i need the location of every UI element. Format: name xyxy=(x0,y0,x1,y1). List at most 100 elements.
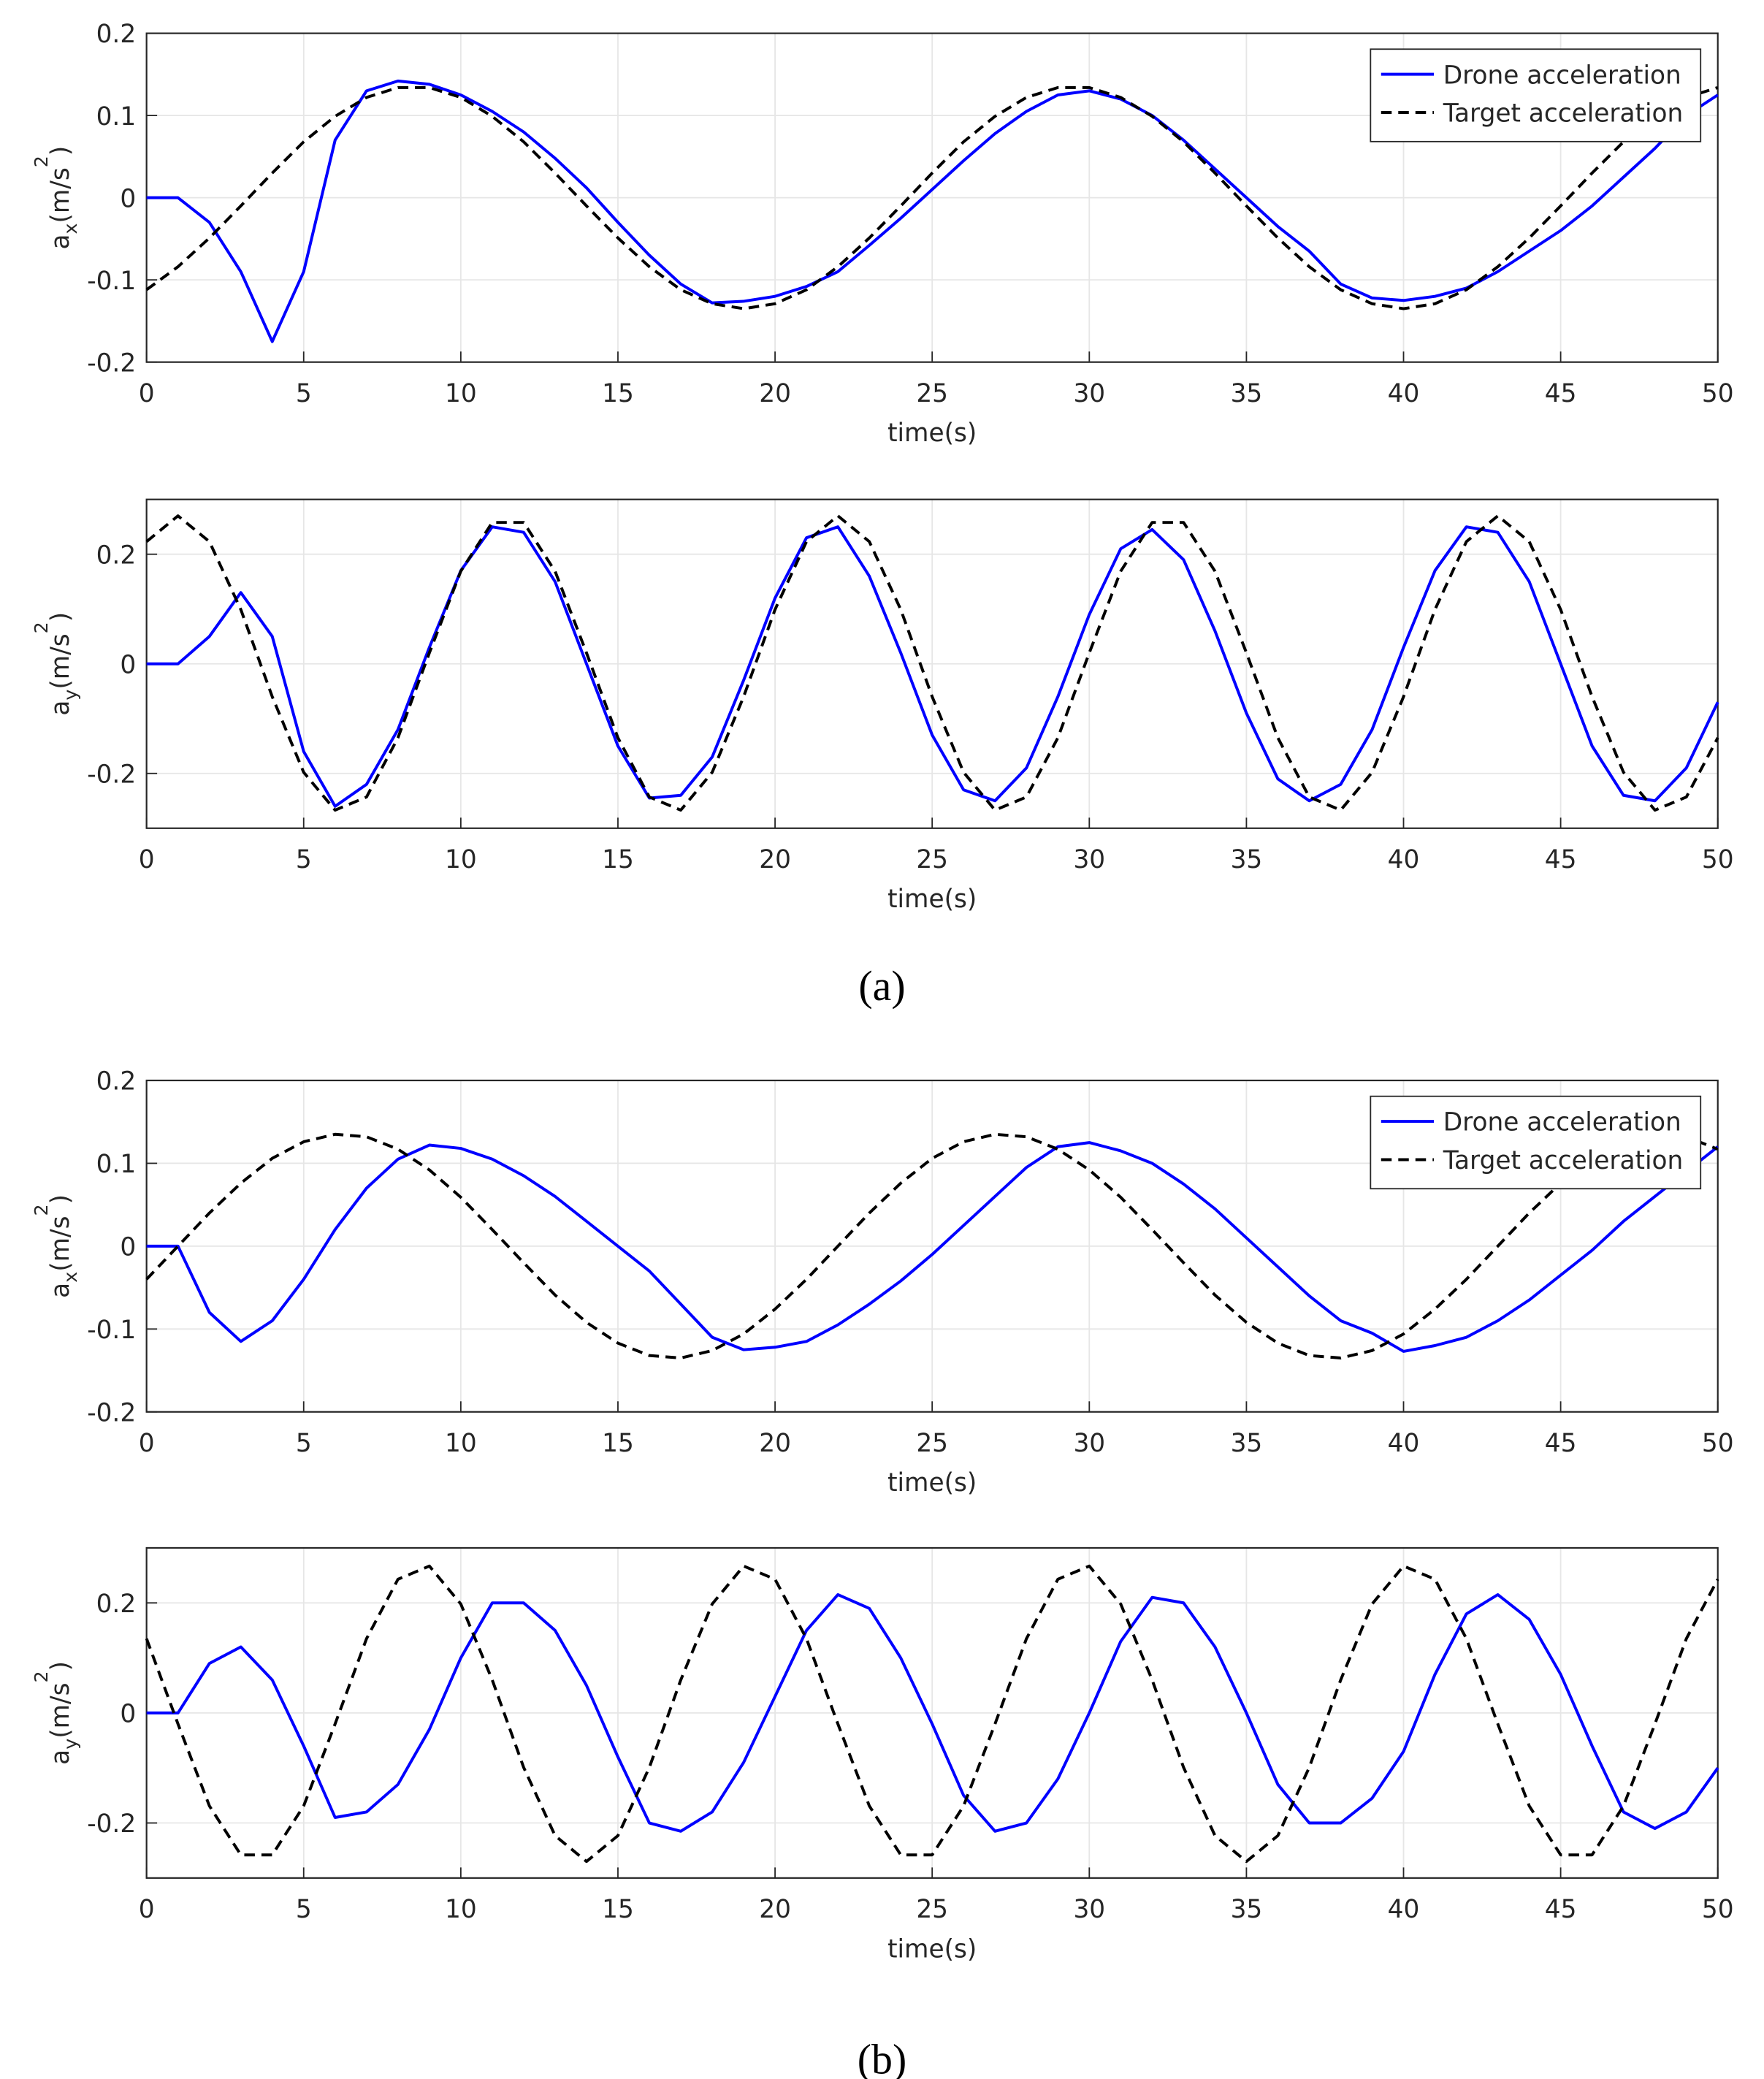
x-tick-label: 30 xyxy=(1073,1429,1105,1458)
y-tick-label: 0.1 xyxy=(96,102,137,131)
data-line xyxy=(145,514,1719,812)
x-axis-label: time(s) xyxy=(887,885,977,914)
x-tick-label: 40 xyxy=(1388,1895,1420,1924)
x-tick-label: 5 xyxy=(296,845,312,874)
y-tick-label: 0 xyxy=(120,650,136,679)
x-tick-label: 45 xyxy=(1545,845,1577,874)
data-line xyxy=(145,85,1719,310)
data-line xyxy=(146,525,1719,808)
x-tick-label: 15 xyxy=(602,379,634,408)
x-tick-label: 0 xyxy=(139,379,155,408)
x-tick-label: 0 xyxy=(139,1429,155,1458)
data-line xyxy=(145,1564,1719,1864)
y-axis-label-part: ) xyxy=(46,1661,75,1671)
legend-label: Drone acceleration xyxy=(1443,1108,1681,1137)
y-axis-label: ax(m/s2) xyxy=(31,1194,81,1298)
data-line xyxy=(146,79,1719,343)
data-line xyxy=(145,1132,1719,1360)
y-axis-label: ay(m/s2) xyxy=(31,1661,81,1765)
x-tick-label: 20 xyxy=(759,1895,791,1924)
caption: (a) xyxy=(858,962,905,1010)
y-axis-label-part: 2 xyxy=(31,156,52,167)
y-axis-label-part: ) xyxy=(46,1194,75,1204)
y-axis-label-part: (m/s xyxy=(46,1682,75,1738)
y-axis-label-part: x xyxy=(60,1272,81,1283)
x-tick-label: 20 xyxy=(759,379,791,408)
y-tick-label: 0 xyxy=(120,1233,136,1262)
x-tick-label: 20 xyxy=(759,845,791,874)
y-tick-label: -0.2 xyxy=(87,1809,136,1839)
y-tick-label: 0.2 xyxy=(96,1067,137,1096)
y-axis-label-part: (m/s xyxy=(46,1216,75,1271)
x-tick-label: 45 xyxy=(1545,1429,1577,1458)
y-axis-label: ax(m/s2) xyxy=(31,146,81,250)
legend-box xyxy=(1370,1095,1702,1190)
y-tick-label: 0.2 xyxy=(96,1590,137,1619)
y-tick-label: -0.1 xyxy=(87,1316,136,1345)
caption: (b) xyxy=(858,2035,906,2079)
x-tick-label: 35 xyxy=(1231,1895,1263,1924)
x-tick-label: 30 xyxy=(1073,1895,1105,1924)
y-axis-label-part: y xyxy=(60,690,81,701)
x-tick-label: 10 xyxy=(445,1429,477,1458)
x-tick-label: 10 xyxy=(445,845,477,874)
y-tick-label: 0.1 xyxy=(96,1150,137,1179)
x-tick-label: 20 xyxy=(759,1429,791,1458)
x-tick-label: 15 xyxy=(602,1895,634,1924)
y-tick-label: 0.2 xyxy=(96,20,137,49)
y-axis-label-part: 2 xyxy=(31,622,52,633)
y-tick-label: -0.2 xyxy=(87,1398,136,1427)
y-axis-label-part: a xyxy=(46,234,75,250)
y-tick-label: -0.1 xyxy=(87,267,136,296)
x-tick-label: 35 xyxy=(1231,379,1263,408)
x-tick-label: 5 xyxy=(296,1429,312,1458)
y-tick-label: -0.2 xyxy=(87,760,136,789)
y-axis-label-part: (m/s xyxy=(46,167,75,223)
x-tick-label: 40 xyxy=(1388,1429,1420,1458)
x-tick-label: 30 xyxy=(1073,379,1105,408)
x-axis-label: time(s) xyxy=(887,419,977,448)
y-axis-label-part: 2 xyxy=(31,1204,52,1216)
x-tick-label: 50 xyxy=(1702,1429,1734,1458)
x-tick-label: 5 xyxy=(296,1895,312,1924)
y-axis-label-part: y xyxy=(60,1739,81,1750)
y-axis-label-part: ) xyxy=(46,146,75,156)
y-tick-label: 0 xyxy=(120,184,136,213)
legend-label: Target acceleration xyxy=(1443,99,1684,129)
x-tick-label: 50 xyxy=(1702,1895,1734,1924)
x-tick-label: 10 xyxy=(445,1895,477,1924)
y-tick-label: 0 xyxy=(120,1700,136,1729)
x-tick-label: 15 xyxy=(602,845,634,874)
x-tick-label: 35 xyxy=(1231,1429,1263,1458)
x-tick-label: 0 xyxy=(139,1895,155,1924)
x-tick-label: 40 xyxy=(1388,845,1420,874)
y-axis-label-part: a xyxy=(46,701,75,716)
x-tick-label: 45 xyxy=(1545,379,1577,408)
data-line xyxy=(146,1592,1719,1833)
x-tick-label: 30 xyxy=(1073,845,1105,874)
y-axis-label-part: a xyxy=(46,1750,75,1765)
y-axis-label-part: a xyxy=(46,1283,75,1298)
legend-label: Target acceleration xyxy=(1443,1146,1684,1175)
x-axis-label: time(s) xyxy=(887,1934,977,1964)
legend-label: Drone acceleration xyxy=(1443,61,1681,90)
y-axis-label-part: ) xyxy=(46,612,75,622)
x-tick-label: 15 xyxy=(602,1429,634,1458)
x-axis-label: time(s) xyxy=(887,1468,977,1498)
x-tick-label: 25 xyxy=(916,379,948,408)
x-tick-label: 25 xyxy=(916,1895,948,1924)
y-tick-label: 0.2 xyxy=(96,541,137,570)
y-axis-label-part: x xyxy=(60,224,81,234)
y-tick-label: -0.2 xyxy=(87,348,136,378)
x-tick-label: 50 xyxy=(1702,379,1734,408)
y-axis-label-part: 2 xyxy=(31,1671,52,1682)
x-tick-label: 25 xyxy=(916,845,948,874)
x-tick-label: 35 xyxy=(1231,845,1263,874)
x-tick-label: 40 xyxy=(1388,379,1420,408)
y-axis-label-part: (m/s xyxy=(46,633,75,689)
x-tick-label: 50 xyxy=(1702,845,1734,874)
legend-box xyxy=(1370,48,1702,142)
x-tick-label: 45 xyxy=(1545,1895,1577,1924)
